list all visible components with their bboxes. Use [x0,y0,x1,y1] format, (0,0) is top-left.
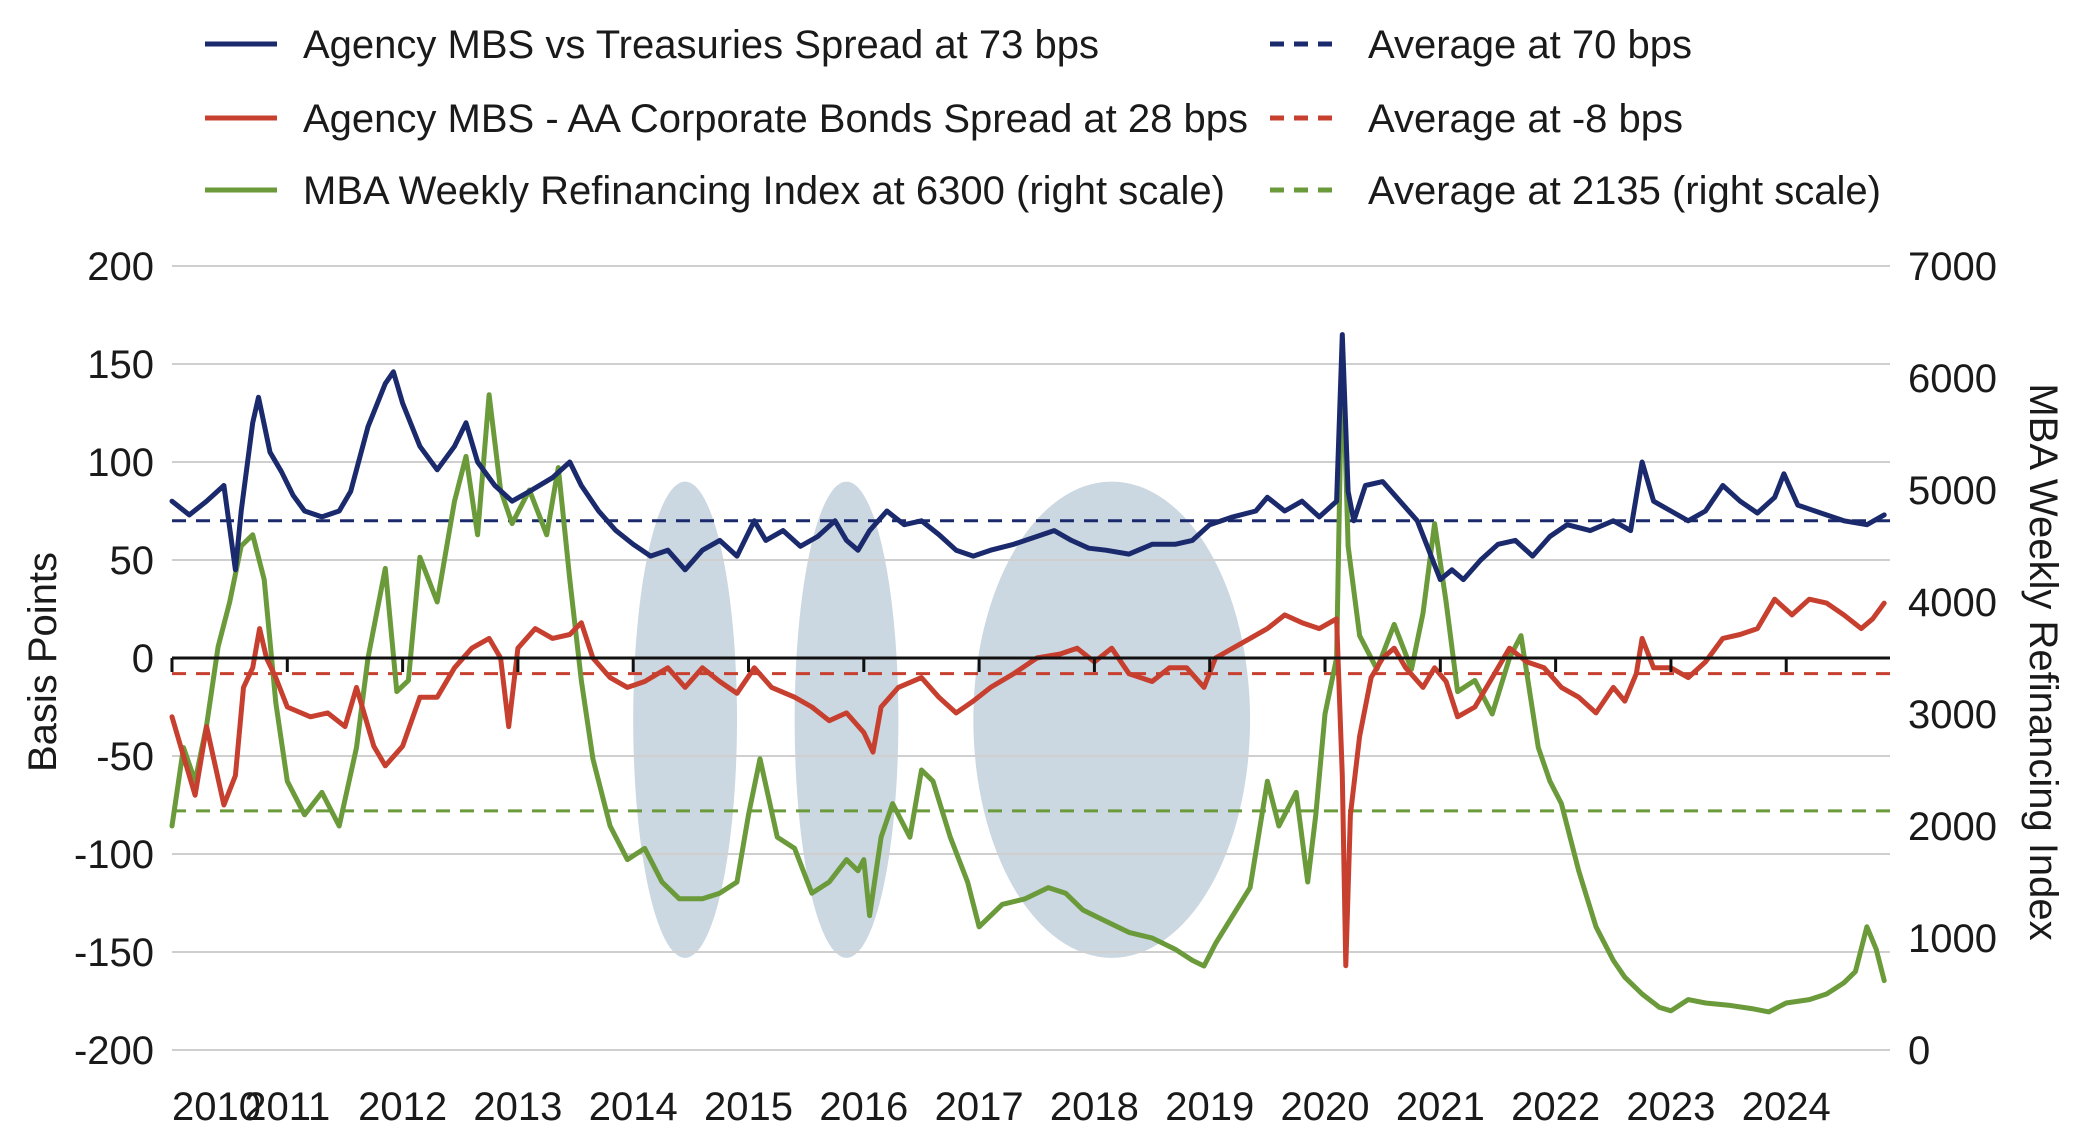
right-tick-label: 5000 [1908,469,1997,513]
x-tick-label: 2010 [172,1085,261,1129]
legend-label: Agency MBS - AA Corporate Bonds Spread a… [303,97,1248,141]
right-tick-label: 3000 [1908,693,1997,737]
series-line-refi-index [169,341,1887,1015]
x-tick-label: 2015 [704,1085,793,1129]
left-tick-label: 0 [132,637,154,681]
right-axis-ticks: 7000 6000 5000 4000 3000 2000 1000 0 [1908,245,1997,1073]
legend-label: Agency MBS vs Treasuries Spread at 73 bp… [303,23,1099,67]
x-tick-label: 2021 [1396,1085,1485,1129]
left-axis-title: Basis Points [21,552,65,772]
left-axis-ticks: 200 150 100 50 0 -50 -100 -150 -200 [74,245,154,1073]
left-tick-label: 150 [87,343,154,387]
left-tick-label: -200 [74,1029,154,1073]
x-tick-label: 2019 [1165,1085,1254,1129]
x-tick-label: 2011 [244,1085,330,1129]
right-tick-label: 7000 [1908,245,1997,289]
legend: Agency MBS vs Treasuries Spread at 73 bp… [205,23,1881,213]
legend-label: Average at 2135 (right scale) [1368,169,1881,213]
legend-label: Average at 70 bps [1368,23,1692,67]
left-tick-label: -50 [96,735,154,779]
left-tick-label: 200 [87,245,154,289]
x-tick-label: 2022 [1511,1085,1600,1129]
right-tick-label: 6000 [1908,357,1997,401]
right-tick-label: 2000 [1908,805,1997,849]
legend-label: MBA Weekly Refinancing Index at 6300 (ri… [303,169,1225,213]
highlight-period-3 [973,481,1251,958]
highlight-regions [633,481,1251,958]
left-tick-label: -100 [74,833,154,877]
x-tick-label: 2018 [1050,1085,1139,1129]
left-tick-label: 100 [87,441,154,485]
x-tick-label: 2013 [473,1085,562,1129]
right-tick-label: 0 [1908,1029,1930,1073]
x-tick-label: 2020 [1281,1085,1370,1129]
x-tick-label: 2023 [1626,1085,1715,1129]
gridlines [172,265,1890,1051]
right-axis-title: MBA Weekly Refinancing Index [2021,383,2065,940]
right-tick-label: 1000 [1908,917,1997,961]
left-tick-label: -150 [74,931,154,975]
x-tick-label: 2024 [1742,1085,1831,1129]
series-line-treasury-spread [169,332,1887,583]
highlight-period-1 [633,481,737,958]
x-tick-label: 2012 [358,1085,447,1129]
x-tick-label: 2017 [935,1085,1024,1129]
right-tick-label: 4000 [1908,581,1997,625]
highlight-period-2 [794,481,899,958]
x-tick-label: 2014 [589,1085,678,1129]
x-tick-label: 2016 [819,1085,908,1129]
legend-label: Average at -8 bps [1368,97,1683,141]
left-tick-label: 50 [110,539,155,583]
axes [170,656,1890,672]
